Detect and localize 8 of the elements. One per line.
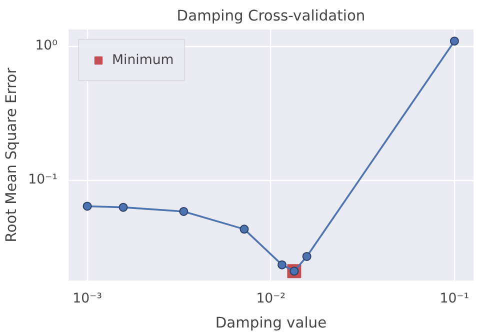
x-axis-title: Damping value bbox=[215, 314, 327, 332]
chart-title: Damping Cross-validation bbox=[176, 8, 366, 24]
x-tick-label: 10⁻² bbox=[256, 292, 286, 306]
y-axis-title: Root Mean Square Error bbox=[3, 66, 20, 242]
x-tick-label: 10⁻¹ bbox=[440, 292, 470, 306]
y-tick-label: 10⁰ bbox=[35, 38, 58, 54]
x-tick-label: 10⁻³ bbox=[72, 292, 102, 306]
legend-label: Minimum bbox=[112, 52, 174, 68]
